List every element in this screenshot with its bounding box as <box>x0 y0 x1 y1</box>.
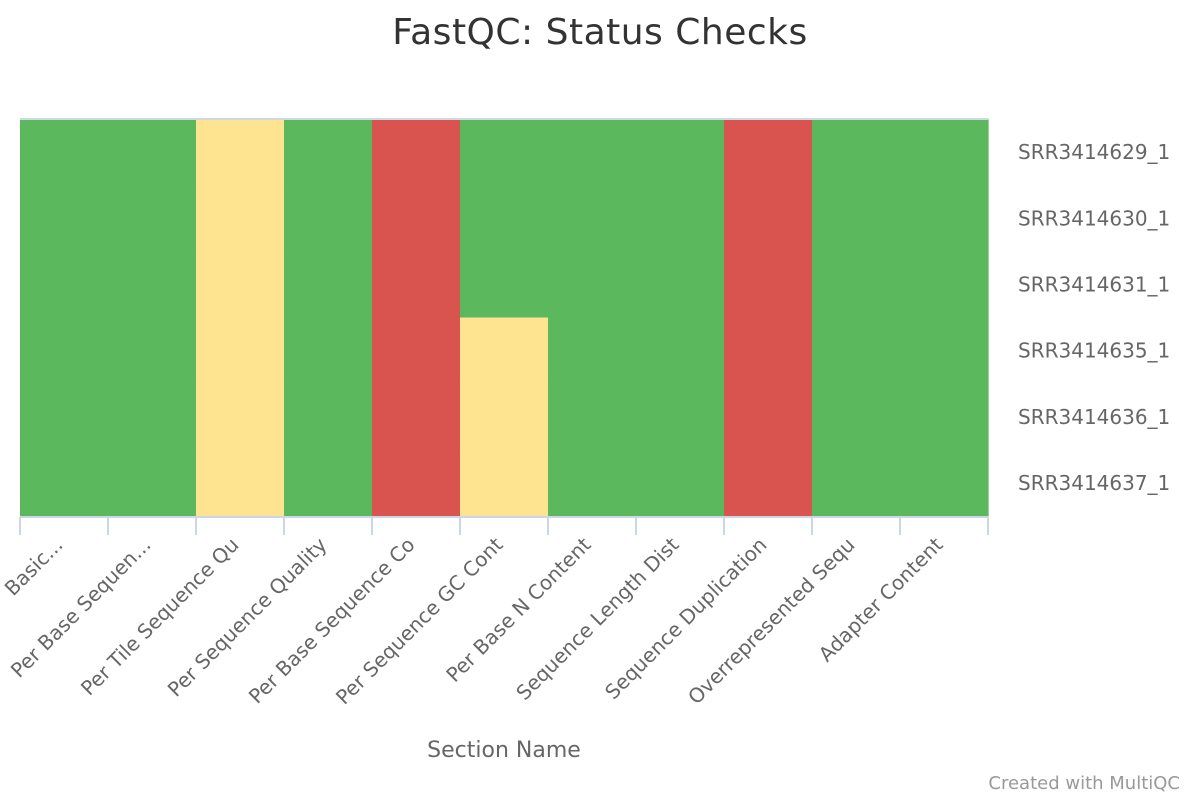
heatmap-cell[interactable] <box>812 251 901 319</box>
heatmap-cell[interactable] <box>284 251 373 319</box>
x-tick-label: Per Sequence GC Cont <box>331 532 508 709</box>
heatmap-cell[interactable] <box>460 185 549 252</box>
heatmap-cell[interactable] <box>108 317 197 385</box>
row-label: SRR3414636_1 <box>1018 405 1170 429</box>
x-tick-label: Sequence Length Dist <box>511 532 683 704</box>
heatmap-cell[interactable] <box>636 317 725 385</box>
row-label: SRR3414630_1 <box>1018 206 1170 230</box>
heatmap-cell[interactable] <box>900 185 989 252</box>
heatmap-cell[interactable] <box>812 383 901 451</box>
heatmap-cell[interactable] <box>724 317 813 385</box>
heatmap-cell[interactable] <box>900 317 989 385</box>
row-label: SRR3414629_1 <box>1018 140 1170 164</box>
heatmap-cell[interactable] <box>372 383 461 451</box>
heatmap-cell[interactable] <box>196 251 285 319</box>
heatmap-cell[interactable] <box>636 185 725 252</box>
heatmap-cell[interactable] <box>724 119 813 186</box>
x-axis-title: Section Name <box>427 738 581 763</box>
heatmap-cell[interactable] <box>284 119 373 186</box>
heatmap-cell[interactable] <box>20 383 109 451</box>
y-axis-labels: SRR3414629_1 SRR3414630_1 SRR3414631_1 SRR3… <box>1018 140 1170 495</box>
heatmap-cell[interactable] <box>108 185 197 252</box>
heatmap-cell[interactable] <box>20 251 109 319</box>
x-tick-label: Sequence Duplication <box>600 533 771 704</box>
x-tick-label: Per Sequence Quality <box>163 532 332 701</box>
row-label: SRR3414631_1 <box>1018 272 1170 296</box>
x-tick-label: Basic... <box>0 533 68 601</box>
heatmap-cell[interactable] <box>460 449 549 517</box>
heatmap-cell[interactable] <box>812 185 901 252</box>
heatmap-cell[interactable] <box>196 317 285 385</box>
heatmap-cell[interactable] <box>372 185 461 252</box>
heatmap-cell[interactable] <box>284 383 373 451</box>
heatmap-cell[interactable] <box>900 449 989 517</box>
heatmap-cell[interactable] <box>812 317 901 385</box>
heatmap-cell[interactable] <box>372 449 461 517</box>
heatmap-cell[interactable] <box>108 449 197 517</box>
row-label: SRR3414637_1 <box>1018 471 1170 495</box>
heatmap-cell[interactable] <box>284 185 373 252</box>
heatmap-cell[interactable] <box>724 251 813 319</box>
heatmap-cell[interactable] <box>900 383 989 451</box>
heatmap-cell[interactable] <box>548 317 637 385</box>
heatmap-cell[interactable] <box>812 449 901 517</box>
row-label: SRR3414635_1 <box>1018 339 1170 363</box>
heatmap-cell[interactable] <box>724 449 813 517</box>
heatmap-cell[interactable] <box>108 383 197 451</box>
heatmap-cell[interactable] <box>636 251 725 319</box>
heatmap-cell[interactable] <box>372 317 461 385</box>
heatmap-cell[interactable] <box>372 251 461 319</box>
heatmap-cells <box>20 119 989 517</box>
heatmap-cell[interactable] <box>20 119 109 186</box>
heatmap-cell[interactable] <box>900 251 989 319</box>
x-tick-label: Per Tile Sequence Qu <box>76 533 244 701</box>
heatmap-cell[interactable] <box>724 383 813 451</box>
heatmap-cell[interactable] <box>548 185 637 252</box>
heatmap-cell[interactable] <box>724 185 813 252</box>
heatmap-cell[interactable] <box>900 119 989 186</box>
x-tick-label: Per Base Sequence Co <box>244 533 420 709</box>
heatmap-cell[interactable] <box>108 119 197 186</box>
heatmap-cell[interactable] <box>372 119 461 186</box>
heatmap-cell[interactable] <box>548 251 637 319</box>
heatmap-cell[interactable] <box>196 119 285 186</box>
heatmap-cell[interactable] <box>812 119 901 186</box>
heatmap-cell[interactable] <box>548 383 637 451</box>
heatmap-cell[interactable] <box>108 251 197 319</box>
heatmap-cell[interactable] <box>20 317 109 385</box>
heatmap-cell[interactable] <box>460 317 549 385</box>
heatmap-cell[interactable] <box>548 449 637 517</box>
heatmap-cell[interactable] <box>460 383 549 451</box>
chart-title: FastQC: Status Checks <box>392 12 808 53</box>
heatmap-cell[interactable] <box>284 317 373 385</box>
heatmap-cell[interactable] <box>548 119 637 186</box>
heatmap-cell[interactable] <box>460 251 549 319</box>
heatmap-cell[interactable] <box>20 185 109 252</box>
heatmap-cell[interactable] <box>636 383 725 451</box>
heatmap-cell[interactable] <box>196 449 285 517</box>
heatmap-cell[interactable] <box>196 185 285 252</box>
heatmap-cell[interactable] <box>636 119 725 186</box>
heatmap-cell[interactable] <box>636 449 725 517</box>
x-tick-label: Per Base N Content <box>441 532 595 686</box>
heatmap-cell[interactable] <box>196 383 285 451</box>
x-tick-label: Overrepresented Sequ <box>683 533 860 710</box>
heatmap-cell[interactable] <box>20 449 109 517</box>
heatmap-cell[interactable] <box>284 449 373 517</box>
heatmap-cell[interactable] <box>460 119 549 186</box>
created-with-credit[interactable]: Created with MultiQC <box>988 773 1180 794</box>
